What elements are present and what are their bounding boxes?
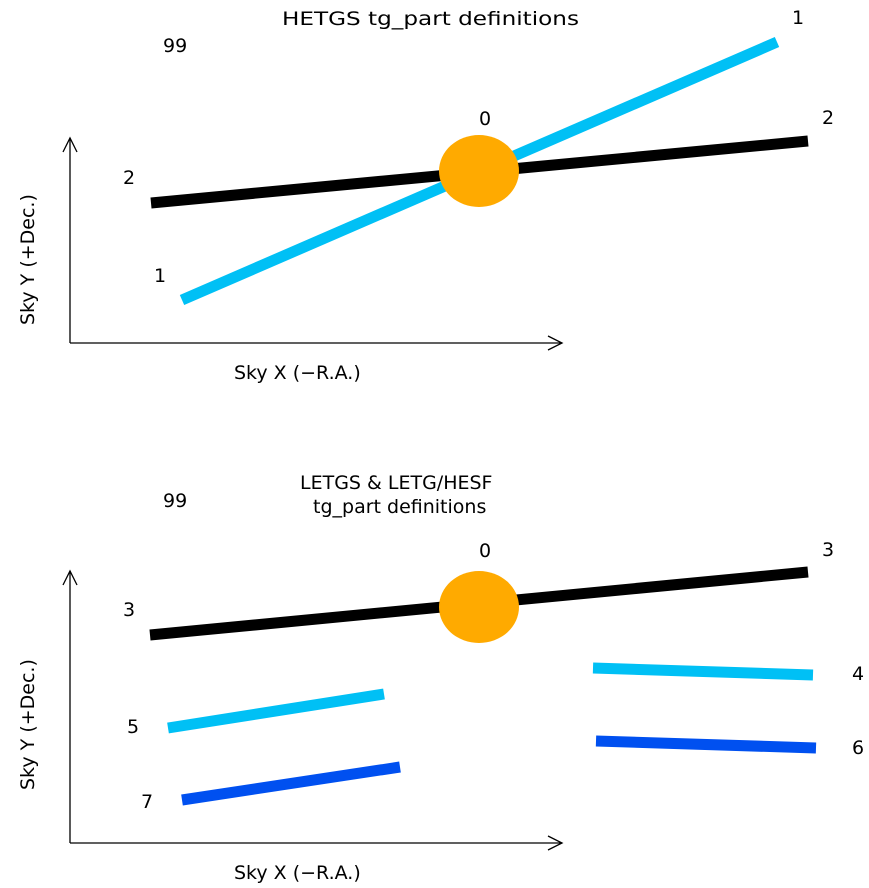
hetgs-title: HETGS tg_part definitions: [282, 8, 579, 30]
letgs-y-axis-arrowhead: [62, 569, 78, 586]
hetgs-label-0: 0: [479, 108, 491, 130]
letgs-title-line1: LETGS & LETG/HESF: [300, 472, 492, 494]
letgs-x-axis-arrowhead: [547, 835, 564, 851]
letgs-axes: [62, 569, 564, 851]
hetgs-label-99: 99: [163, 35, 187, 57]
hetgs-label-2-plus: 2: [822, 107, 834, 129]
letgs-panel: LETGS & LETG/HESF tg_part definitions 99…: [17, 472, 864, 884]
hetgs-zero-order: [439, 135, 519, 207]
hetgs-axes: [62, 136, 564, 351]
letgs-arm-6: [595, 735, 817, 754]
hetgs-x-axis-arrowhead: [547, 335, 564, 351]
hetgs-panel: HETGS tg_part definitions 99 Sky X (−R.A…: [17, 7, 834, 384]
letgs-label-6: 6: [852, 737, 864, 759]
hetgs-x-axis-label: Sky X (−R.A.): [234, 362, 361, 384]
letgs-arm-4: [592, 662, 814, 681]
letgs-arm-5: [167, 688, 385, 734]
letgs-label-4: 4: [852, 663, 864, 685]
letgs-label-0: 0: [479, 540, 491, 562]
letgs-x-axis-label: Sky X (−R.A.): [234, 862, 361, 884]
letgs-label-7: 7: [141, 791, 153, 813]
hetgs-y-axis-arrowhead: [62, 136, 78, 153]
hetgs-y-axis-label: Sky Y (+Dec.): [17, 194, 39, 325]
letgs-label-3-plus: 3: [822, 539, 834, 561]
hetgs-label-2-minus: 2: [123, 167, 135, 189]
letgs-zero-order: [439, 571, 519, 643]
hetgs-label-1-plus: 1: [792, 7, 804, 29]
letgs-label-99: 99: [163, 490, 187, 512]
letgs-title-line2: tg_part definitions: [313, 496, 486, 518]
hetgs-label-1-minus: 1: [154, 265, 166, 287]
letgs-arm-7: [181, 761, 401, 806]
letgs-label-3-minus: 3: [123, 599, 135, 621]
letgs-y-axis-label: Sky Y (+Dec.): [17, 659, 39, 790]
letgs-label-5: 5: [127, 716, 139, 738]
